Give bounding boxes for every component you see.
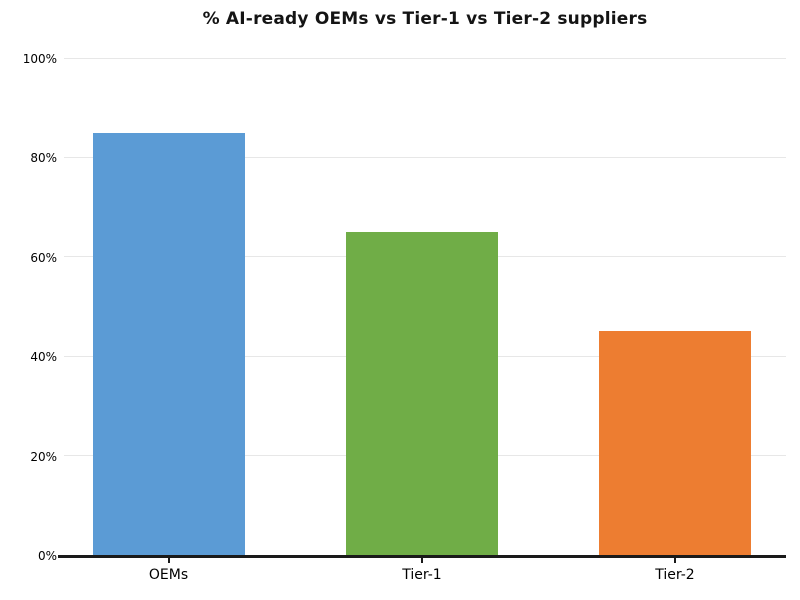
y-tick-label-40: 40% <box>30 350 57 365</box>
y-tick-label-0: 0% <box>37 549 57 563</box>
x-axis-line <box>58 555 786 558</box>
x-tick-tier-1 <box>421 558 423 563</box>
gridline-80 <box>64 156 786 158</box>
y-tick-label-60: 60% <box>30 250 57 265</box>
y-tick-label-20: 20% <box>30 449 57 464</box>
y-tick-label-80: 80% <box>30 151 57 166</box>
x-tick-label-oems: OEMs <box>148 567 189 583</box>
x-tick-tier-2 <box>674 558 676 563</box>
gridline-100 <box>64 57 786 59</box>
x-tick-label-tier-1: Tier-1 <box>402 567 442 583</box>
plot-area: 0% 20% 40% 60% 80% 100% OEMs Tier-1 Tier-2 <box>23 52 786 583</box>
bar-oems <box>92 132 245 555</box>
chart-title: % AI-ready OEMs vs Tier-1 vs Tier-2 supp… <box>202 9 648 29</box>
x-tick-label-tier-2: Tier-2 <box>655 567 695 583</box>
x-tick-oems <box>167 558 170 563</box>
bar-tier-1 <box>346 231 498 555</box>
bar-tier-2 <box>599 331 751 555</box>
y-tick-label-100: 100% <box>22 52 57 66</box>
